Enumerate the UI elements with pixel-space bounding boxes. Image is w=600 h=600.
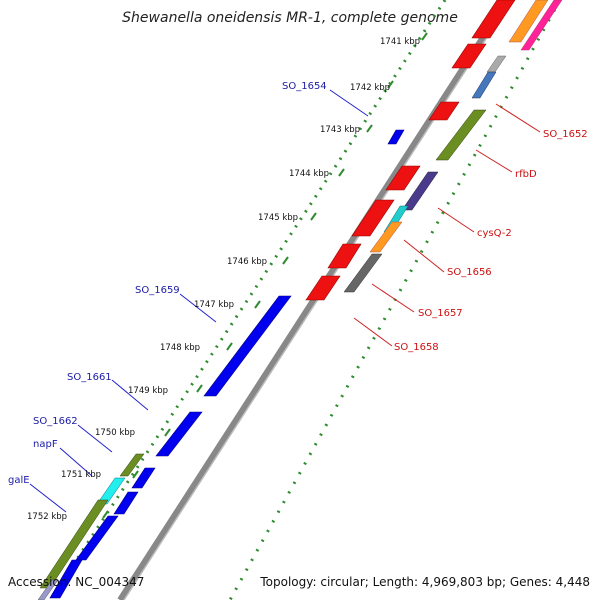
gene-label[interactable]: SO_1661 xyxy=(67,372,112,383)
gene-label[interactable]: SO_1657 xyxy=(418,308,463,319)
gene-label[interactable]: SO_1652 xyxy=(543,129,588,140)
gene-forward[interactable] xyxy=(327,243,362,269)
tick-marks xyxy=(102,32,428,519)
gene-label[interactable]: cysQ-2 xyxy=(477,228,512,239)
gc-track-inner xyxy=(228,0,562,600)
gene-labels-left: SO_1654 SO_1659 SO_1661 SO_1662 napF gal… xyxy=(8,81,327,486)
leader-lines-right xyxy=(353,103,541,347)
gene-label[interactable]: SO_1656 xyxy=(447,267,492,278)
forward-strand-genes xyxy=(305,0,563,301)
tick-label: 1750 kbp xyxy=(95,428,135,438)
tick-label: 1752 kbp xyxy=(27,512,67,522)
gene-grey-rev[interactable] xyxy=(37,579,59,600)
gene-label[interactable]: SO_1658 xyxy=(394,342,439,353)
gene-orange2[interactable] xyxy=(369,221,403,253)
gene-darkgrey[interactable] xyxy=(343,253,383,293)
gene-cyan-rev[interactable] xyxy=(96,477,126,505)
tick-label: 1745 kbp xyxy=(258,213,298,223)
gene-label[interactable]: napF xyxy=(33,439,58,450)
tick-labels: 1741 kbp 1742 kbp 1743 kbp 1744 kbp 1745… xyxy=(27,37,420,522)
map-title: Shewanella oneidensis MR-1, complete gen… xyxy=(122,10,458,26)
tick-label: 1744 kbp xyxy=(289,169,329,179)
gene-olive-rev[interactable] xyxy=(119,453,145,477)
gene-reverse[interactable] xyxy=(155,411,203,457)
tick-label: 1747 kbp xyxy=(194,300,234,310)
tick-label: 1746 kbp xyxy=(227,257,267,267)
gene-reverse[interactable] xyxy=(131,467,156,489)
gene-labels-right: SO_1652 rfbD cysQ-2 SO_1656 SO_1657 SO_1… xyxy=(394,129,588,353)
gene-reverse[interactable] xyxy=(113,491,139,515)
accession-label: Accession: NC_004347 xyxy=(8,575,144,589)
gene-label[interactable]: galE xyxy=(8,475,30,486)
gene-reverse[interactable] xyxy=(49,559,83,599)
genome-summary: Topology: circular; Length: 4,969,803 bp… xyxy=(259,575,590,589)
tick-label: 1749 kbp xyxy=(128,386,168,396)
gene-reverse[interactable] xyxy=(75,515,119,561)
gene-forward[interactable] xyxy=(471,0,516,39)
gene-forward[interactable] xyxy=(428,101,460,121)
gene-steelblue[interactable] xyxy=(471,71,497,99)
tick-label: 1741 kbp xyxy=(380,37,420,47)
tick-label: 1748 kbp xyxy=(160,343,200,353)
tick-label: 1751 kbp xyxy=(61,470,101,480)
gene-label[interactable]: SO_1659 xyxy=(135,285,180,296)
gene-forward[interactable] xyxy=(305,275,341,301)
gene-darkpurple[interactable] xyxy=(401,171,439,211)
gene-pink[interactable] xyxy=(520,0,563,51)
gene-forward[interactable] xyxy=(451,43,487,69)
gene-forward[interactable] xyxy=(351,199,395,237)
gene-reverse[interactable] xyxy=(203,295,292,397)
gene-label[interactable]: SO_1654 xyxy=(282,81,327,92)
reverse-strand-genes xyxy=(37,129,405,600)
gene-reverse[interactable] xyxy=(387,129,405,145)
gene-label[interactable]: rfbD xyxy=(515,169,537,180)
gene-label[interactable]: SO_1662 xyxy=(33,416,78,427)
leader-lines-left xyxy=(29,89,369,513)
gene-forward[interactable] xyxy=(385,165,421,191)
gene-olive[interactable] xyxy=(435,109,487,161)
tick-label: 1742 kbp xyxy=(350,83,390,93)
gene-orange[interactable] xyxy=(508,0,549,43)
tick-label: 1743 kbp xyxy=(320,125,360,135)
gene-grey[interactable] xyxy=(486,55,507,73)
